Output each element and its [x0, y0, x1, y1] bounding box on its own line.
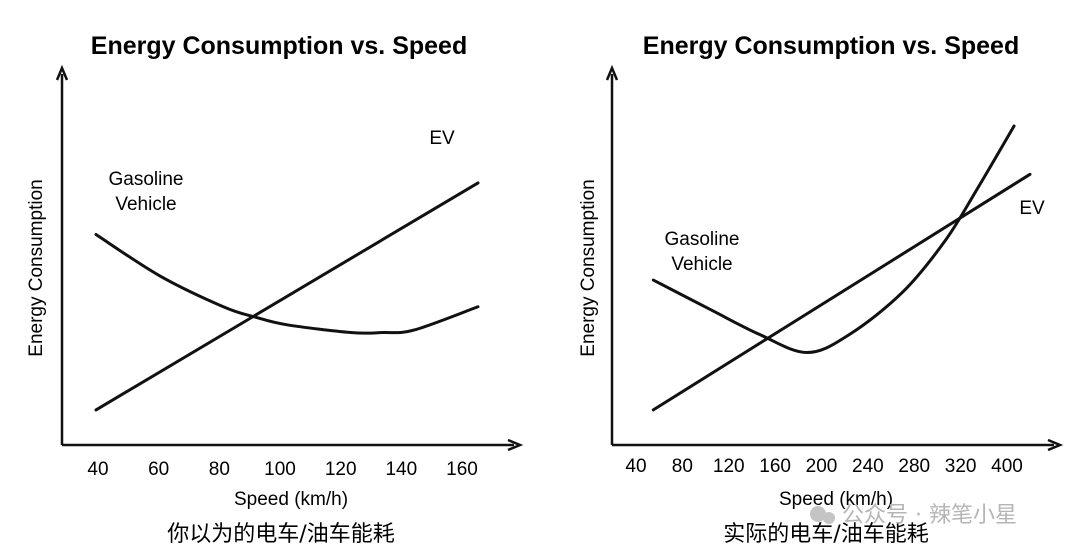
chart2-series-gasoline-vehicle-label: Vehicle: [671, 254, 732, 275]
chart1-x-tick-label: 140: [385, 459, 417, 480]
chart2-x-axis-arrow: [1047, 438, 1064, 452]
chart1-x-tick-label: 120: [325, 459, 357, 480]
chart2-y-axis-label: Energy Consumption: [578, 179, 599, 356]
watermark-wechat-icon-bubble: [823, 512, 835, 524]
chart2-x-tick-label: 200: [806, 456, 838, 477]
chart1-x-tick-label: 160: [446, 459, 478, 480]
chart2-x-tick-label: 80: [672, 456, 693, 477]
chart2-series-gasoline-vehicle-line: [651, 124, 1016, 355]
watermark-wechat-icon: [810, 506, 826, 522]
chart1-series-ev-line: [94, 181, 480, 412]
chart1-y-axis-label: Energy Consumption: [26, 179, 47, 356]
chart1-x-tick-label: 80: [209, 459, 230, 480]
chart1-x-tick-label: 100: [264, 459, 296, 480]
chart2-series-gasoline-vehicle-label: Gasoline: [665, 229, 740, 250]
chart2-title: Energy Consumption vs. Speed: [643, 32, 1019, 60]
chart1-caption: 你以为的电车/油车能耗: [167, 522, 394, 547]
chart2-x-axis-label: Speed (km/h): [779, 489, 893, 510]
chart1-y-axis-arrow: [55, 64, 69, 81]
chart2-caption: 实际的电车/油车能耗: [723, 522, 928, 547]
chart1-series-ev-label: EV: [429, 128, 455, 149]
chart1-x-tick-label: 40: [87, 459, 108, 480]
chart1-x-axis-label: Speed (km/h): [234, 489, 348, 510]
watermark-text: 公众号 · 辣笔小星: [842, 503, 1017, 528]
chart1-title: Energy Consumption vs. Speed: [91, 32, 467, 60]
chart1-series-gasoline-vehicle-label: Gasoline: [109, 169, 184, 190]
chart2-y-axis-arrow: [605, 64, 619, 81]
chart1-x-tick-label: 60: [148, 459, 169, 480]
chart2-series-ev-line: [651, 172, 1032, 412]
chart1-series-gasoline-vehicle-line: [94, 233, 480, 335]
chart1-series-gasoline-vehicle-label: Vehicle: [115, 194, 176, 215]
chart2-x-tick-label: 280: [898, 456, 930, 477]
chart2-series-ev-label: EV: [1019, 198, 1045, 219]
chart2-x-tick-label: 400: [991, 456, 1023, 477]
chart2-x-tick-label: 120: [713, 456, 745, 477]
chart1-x-axis-arrow: [507, 438, 524, 452]
chart2-x-tick-label: 160: [759, 456, 791, 477]
chart2-x-tick-label: 240: [852, 456, 884, 477]
chart2-x-tick-label: 320: [945, 456, 977, 477]
chart2-x-tick-label: 40: [625, 456, 646, 477]
